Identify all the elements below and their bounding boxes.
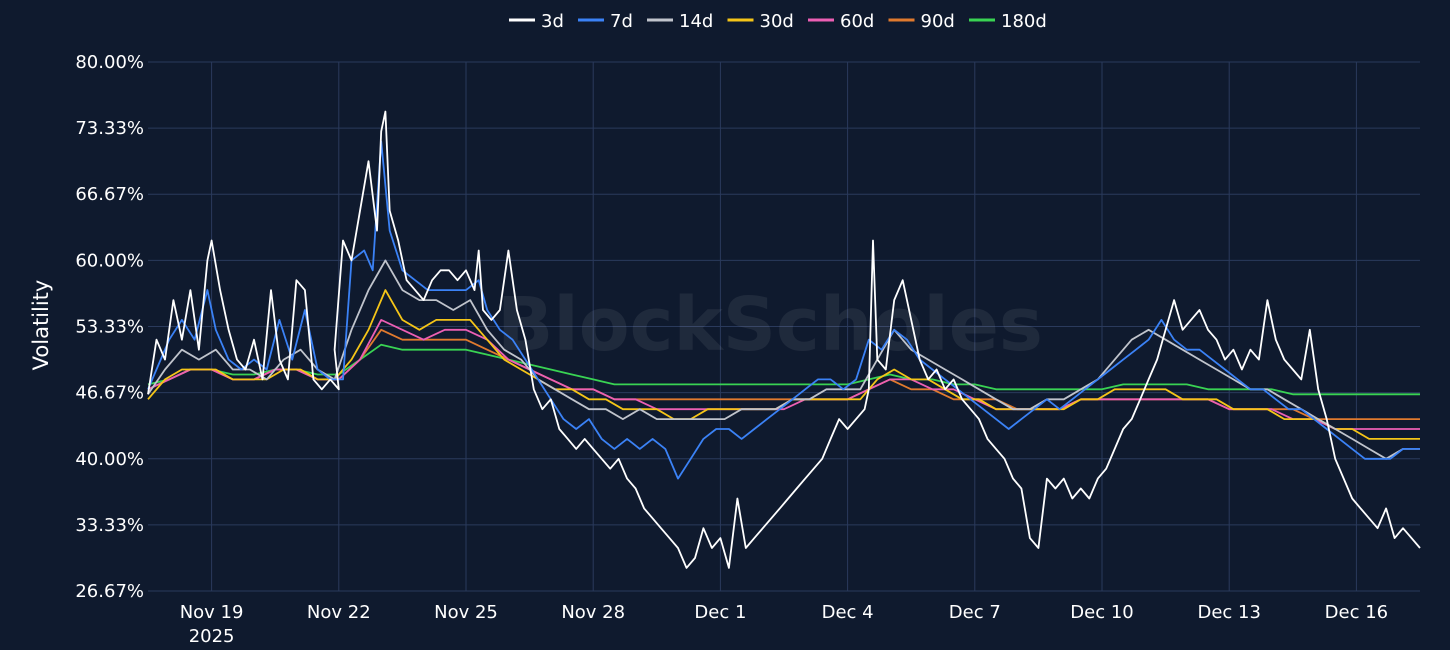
legend-item-3d[interactable]: 3d <box>509 11 564 32</box>
y-axis-ticks: 26.67% 33.33% 40.00% 46.67% 53.33% 60.00% 66.6… <box>75 52 144 602</box>
legend-item-14d[interactable]: 14d <box>647 11 713 32</box>
legend-label: 90d <box>921 11 955 32</box>
x-tick-label: Dec 4 <box>822 602 874 623</box>
legend-label: 14d <box>679 11 713 32</box>
legend-label: 7d <box>610 11 633 32</box>
y-tick-label: 73.33% <box>75 118 144 139</box>
y-tick-label: 53.33% <box>75 317 144 338</box>
y-tick-label: 66.67% <box>75 184 144 205</box>
legend-label: 180d <box>1001 11 1047 32</box>
y-tick-label: 46.67% <box>75 383 144 404</box>
legend[interactable]: 3d 7d 14d 30d 60d 90d 180d <box>509 11 1047 32</box>
x-tick-label: Dec 13 <box>1197 602 1260 623</box>
series-line-3d <box>147 110 1421 569</box>
y-tick-label: 33.33% <box>75 515 144 536</box>
legend-item-180d[interactable]: 180d <box>969 11 1047 32</box>
series-line-14d <box>147 259 1420 460</box>
watermark: BlockScholes <box>497 282 1043 368</box>
series-lines <box>147 110 1421 569</box>
x-tick-label: Nov 25 <box>434 602 498 623</box>
y-tick-label: 80.00% <box>75 52 144 73</box>
legend-label: 3d <box>541 11 564 32</box>
x-tick-label: Dec 7 <box>949 602 1001 623</box>
y-axis-title: Volatility <box>29 280 53 371</box>
x-tick-sublabel: 2025 <box>189 626 235 647</box>
x-axis-ticks: Nov 19 2025 Nov 22 Nov 25 Nov 28 Dec 1 Dec 4 De… <box>180 602 1388 647</box>
legend-label: 30d <box>760 11 794 32</box>
legend-item-60d[interactable]: 60d <box>808 11 874 32</box>
y-tick-label: 60.00% <box>75 250 144 271</box>
x-tick-label: Dec 10 <box>1070 602 1133 623</box>
legend-item-7d[interactable]: 7d <box>578 11 633 32</box>
x-tick-label: Nov 22 <box>307 602 371 623</box>
x-tick-label: Nov 28 <box>561 602 625 623</box>
y-tick-label: 26.67% <box>75 581 144 602</box>
legend-item-90d[interactable]: 90d <box>888 11 955 32</box>
x-tick-label: Nov 19 <box>180 602 244 623</box>
legend-item-30d[interactable]: 30d <box>727 11 794 32</box>
x-tick-label: Dec 16 <box>1325 602 1388 623</box>
legend-label: 60d <box>840 11 874 32</box>
x-tick-label: Dec 1 <box>694 602 746 623</box>
y-tick-label: 40.00% <box>75 449 144 470</box>
